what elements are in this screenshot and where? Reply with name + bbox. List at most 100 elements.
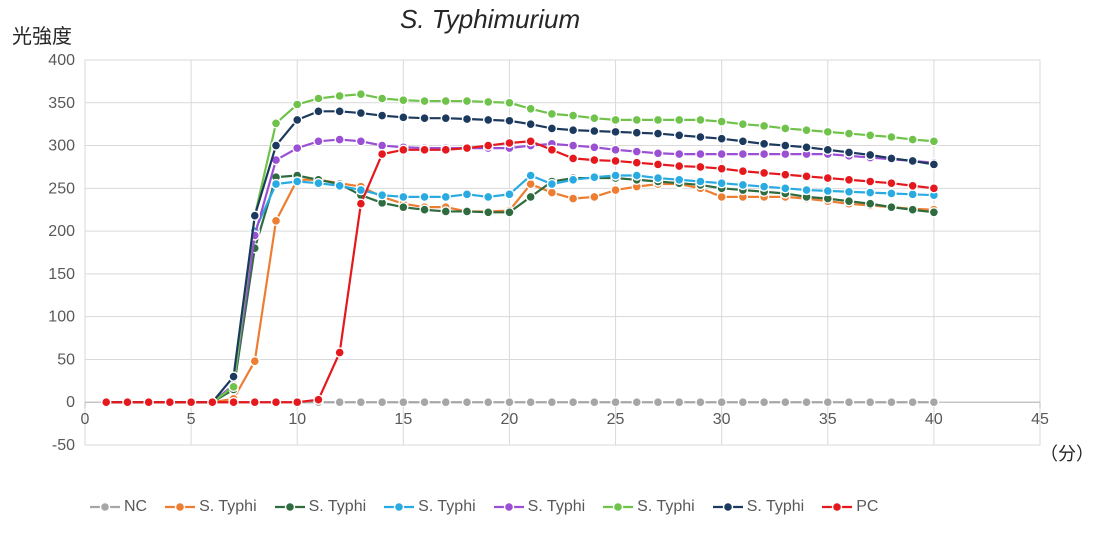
series-marker (781, 124, 790, 133)
series-marker (399, 192, 408, 201)
series-marker (569, 111, 578, 120)
series-marker (887, 133, 896, 142)
series-marker (802, 398, 811, 407)
series-marker (420, 398, 429, 407)
series-marker (356, 186, 365, 195)
series-marker (887, 189, 896, 198)
series-marker (675, 115, 684, 124)
series-marker (717, 117, 726, 126)
series-marker (845, 187, 854, 196)
svg-text:10: 10 (288, 411, 306, 428)
series-marker (611, 115, 620, 124)
svg-text:45: 45 (1031, 411, 1049, 428)
series-marker (675, 162, 684, 171)
legend-item: PC (822, 498, 878, 516)
series-marker (356, 398, 365, 407)
series-marker (611, 186, 620, 195)
series-marker (378, 398, 387, 407)
series-marker (505, 138, 514, 147)
series-marker (314, 395, 323, 404)
series-marker (738, 167, 747, 176)
series-marker (547, 180, 556, 189)
series-marker (717, 134, 726, 143)
series-marker (887, 203, 896, 212)
series-marker (823, 174, 832, 183)
series-marker (845, 197, 854, 206)
legend-marker-icon (275, 500, 305, 514)
svg-text:0: 0 (66, 394, 75, 411)
svg-text:300: 300 (48, 138, 75, 155)
series-marker (590, 143, 599, 152)
svg-text:15: 15 (394, 411, 412, 428)
series-marker (802, 186, 811, 195)
legend-label: S. Typhi (199, 498, 257, 516)
series-marker (632, 171, 641, 180)
series-marker (463, 398, 472, 407)
series-marker (738, 137, 747, 146)
series-marker (738, 150, 747, 159)
series-marker (675, 175, 684, 184)
series-marker (590, 173, 599, 182)
series-marker (505, 208, 514, 217)
series-marker (632, 115, 641, 124)
legend-marker-icon (384, 500, 414, 514)
series-marker (250, 357, 259, 366)
series-marker (314, 179, 323, 188)
series-marker (675, 398, 684, 407)
series-marker (908, 205, 917, 214)
series-marker (760, 139, 769, 148)
series-marker (696, 177, 705, 186)
series-marker (102, 398, 111, 407)
series-marker (654, 129, 663, 138)
series-marker (505, 190, 514, 199)
series-marker (675, 150, 684, 159)
series-marker (441, 192, 450, 201)
series-marker (420, 97, 429, 106)
series-marker (378, 141, 387, 150)
series-marker (611, 145, 620, 154)
series-marker (866, 177, 875, 186)
series-marker (378, 111, 387, 120)
series-marker (484, 141, 493, 150)
series-marker (356, 137, 365, 146)
series-marker (866, 188, 875, 197)
series-marker (866, 398, 875, 407)
series-marker (229, 382, 238, 391)
series-marker (208, 398, 217, 407)
series-marker (654, 398, 663, 407)
series-marker (250, 398, 259, 407)
series-marker (696, 150, 705, 159)
series-marker (590, 398, 599, 407)
legend-label: PC (856, 498, 878, 516)
series-marker (760, 182, 769, 191)
series-marker (823, 186, 832, 195)
series-marker (547, 109, 556, 118)
svg-text:200: 200 (48, 223, 75, 240)
series-marker (399, 113, 408, 122)
series-marker (272, 180, 281, 189)
series-marker (654, 160, 663, 169)
series-marker (293, 100, 302, 109)
legend-item: S. Typhi (494, 498, 586, 516)
series-marker (611, 398, 620, 407)
series-marker (887, 154, 896, 163)
series-marker (590, 156, 599, 165)
series-marker (335, 398, 344, 407)
series-marker (441, 97, 450, 106)
legend-item: NC (90, 498, 147, 516)
series-marker (441, 207, 450, 216)
series-marker (569, 398, 578, 407)
series-marker (717, 398, 726, 407)
series-marker (463, 97, 472, 106)
series-marker (717, 164, 726, 173)
series-marker (144, 398, 153, 407)
series-marker (526, 104, 535, 113)
series-marker (611, 171, 620, 180)
series-marker (314, 94, 323, 103)
legend-item: S. Typhi (275, 498, 367, 516)
series-marker (399, 145, 408, 154)
series-marker (272, 119, 281, 128)
series-marker (399, 96, 408, 105)
svg-text:150: 150 (48, 266, 75, 283)
series-marker (760, 398, 769, 407)
